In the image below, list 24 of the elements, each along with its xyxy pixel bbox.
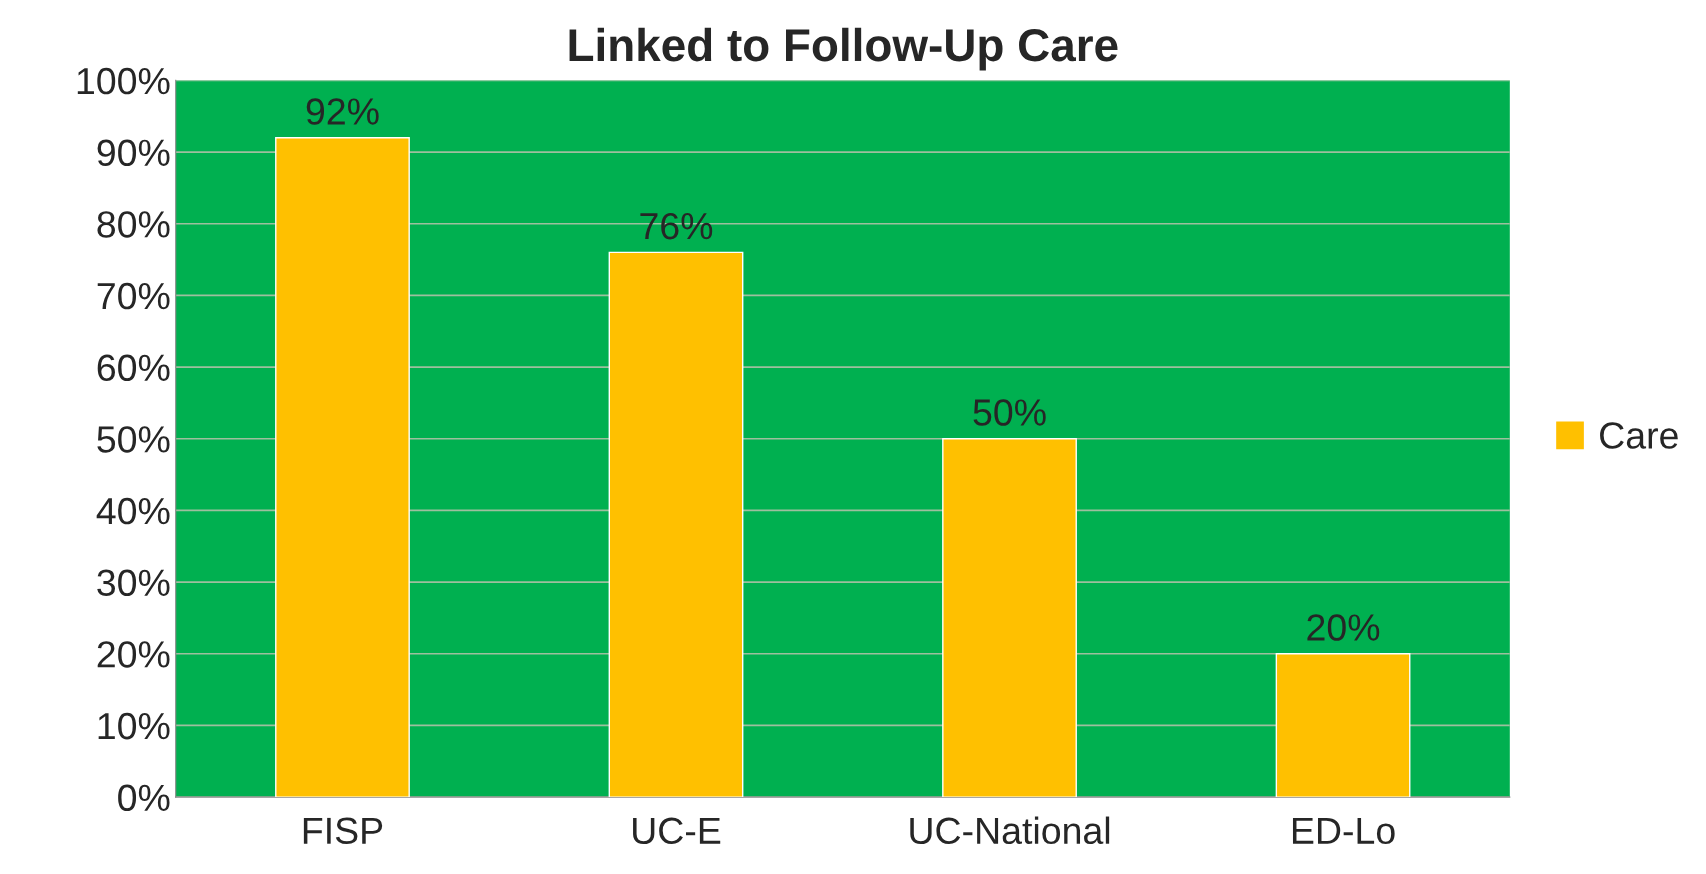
data-label: 92% — [306, 98, 379, 125]
bar — [942, 438, 1077, 798]
x-tick-label: ED-Lo — [1292, 817, 1395, 845]
legend-label: Care — [1600, 422, 1678, 449]
y-tick-label: 20% — [97, 641, 170, 668]
bar — [1275, 653, 1411, 798]
bar — [275, 137, 410, 798]
y-tick-label: 90% — [97, 139, 170, 167]
y-tick-label: 100% — [77, 67, 170, 95]
y-tick-label: 40% — [96, 497, 170, 525]
y-tick-label: 0% — [118, 784, 170, 812]
x-tick-label: FISP — [303, 817, 383, 845]
x-tick-label: UC-E — [633, 817, 721, 845]
y-tick-label: 60% — [97, 354, 170, 382]
y-tick-label: 70% — [97, 282, 170, 310]
x-tick-label: UC-National — [910, 816, 1110, 845]
y-tick-label: 80% — [97, 211, 170, 238]
y-tick-label: 10% — [98, 712, 170, 740]
data-label: 20% — [1307, 614, 1380, 641]
y-tick-label: 50% — [97, 426, 170, 453]
y-tick-label: 30% — [97, 569, 170, 597]
bar — [608, 251, 744, 798]
data-label: 50% — [973, 399, 1046, 426]
chart-title: Linked to Follow-Up Care — [569, 27, 1118, 71]
